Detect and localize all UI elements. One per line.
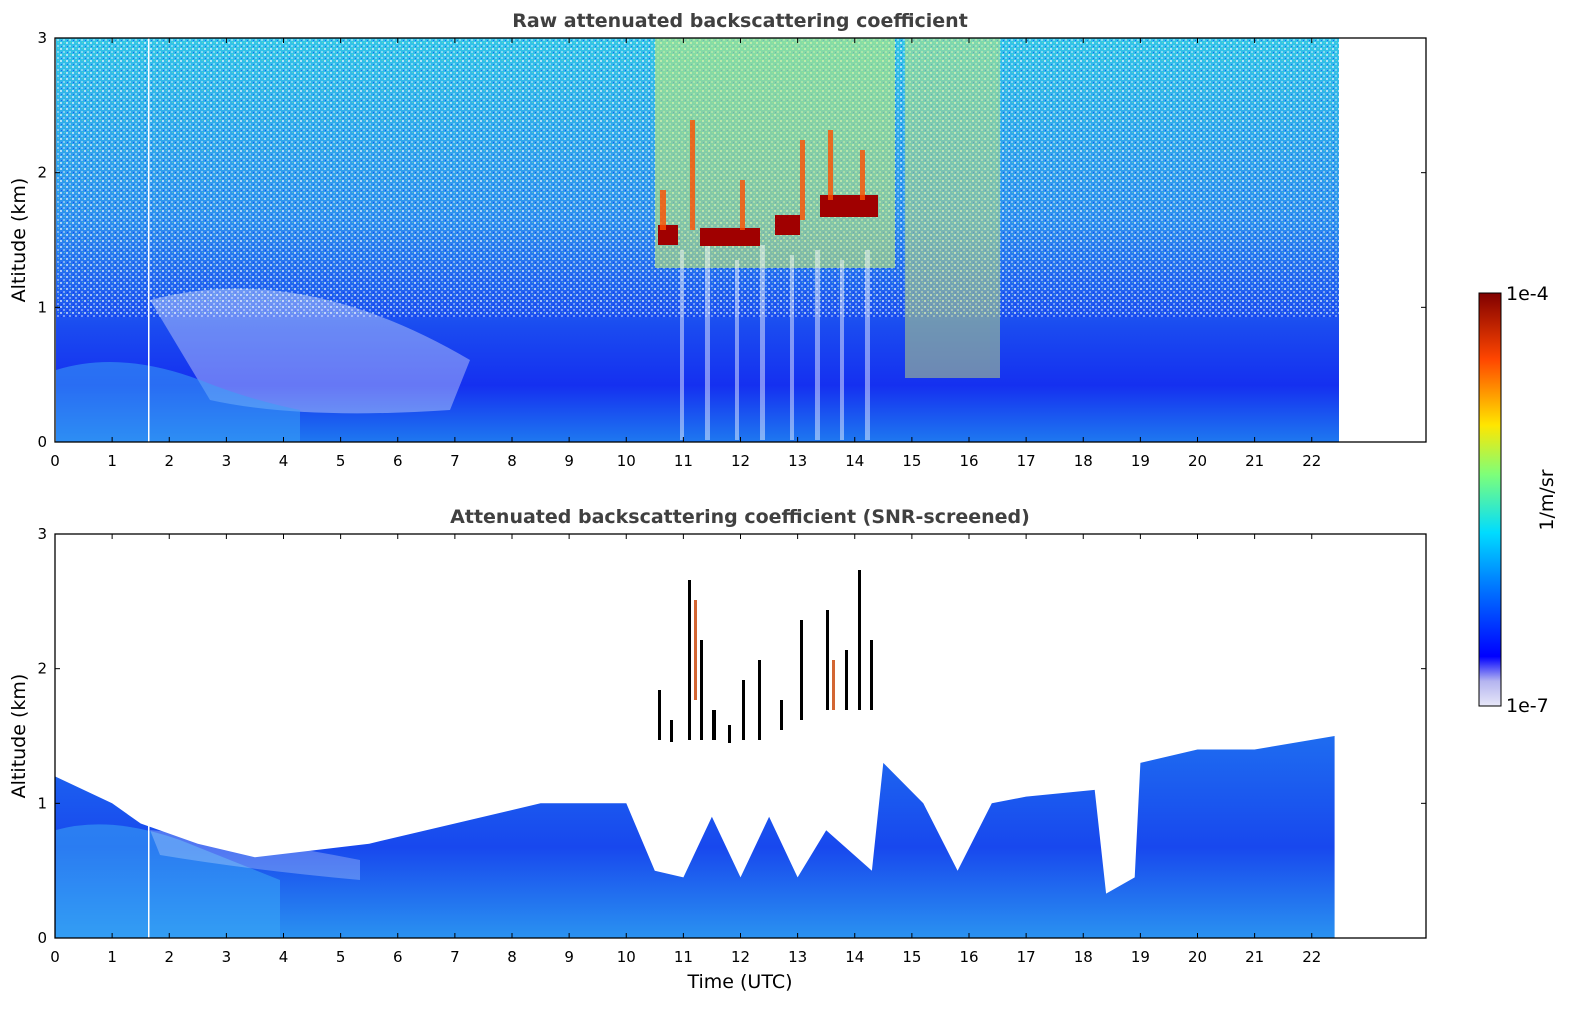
raw-panel-title: Raw attenuated backscattering coefficien… [512, 10, 968, 32]
screened-y-axis: 0 1 2 3 [37, 525, 1426, 947]
screened-x-axis: 0 1 2 3 4 5 6 7 8 9 10 11 12 13 14 15 16 17 18 19 20 21 22 [50, 534, 1321, 966]
screened-x-tick-label: 8 [507, 948, 517, 966]
screened-x-tick-label: 12 [731, 948, 750, 966]
raw-x-axis: 0 1 2 3 4 5 6 7 8 9 10 11 12 13 14 15 16 17 18 19 20 21 22 [50, 38, 1321, 470]
screened-x-tick-label: 18 [1074, 948, 1093, 966]
colorbar: 1e-4 1e-7 1/m/sr [1478, 283, 1558, 717]
colorbar-scale [1478, 292, 1502, 707]
screened-x-tick-label: 17 [1017, 948, 1036, 966]
screened-x-tick-label: 13 [788, 948, 807, 966]
screened-x-tick-label: 14 [845, 948, 864, 966]
raw-x-tick-label: 18 [1074, 452, 1093, 470]
raw-x-tick-label: 21 [1245, 452, 1264, 470]
raw-x-tick-label: 9 [564, 452, 574, 470]
colorbar-max-label: 1e-4 [1506, 283, 1549, 305]
raw-backscatter-panel: Raw attenuated backscattering coefficien… [8, 10, 1427, 470]
raw-x-tick-label: 12 [731, 452, 750, 470]
screened-x-tick-label: 3 [222, 948, 232, 966]
screened-x-tick-label: 5 [336, 948, 346, 966]
raw-x-tick-label: 16 [959, 452, 978, 470]
raw-x-tick-label: 19 [1131, 452, 1150, 470]
screened-x-tick-label: 0 [50, 948, 60, 966]
raw-x-tick-label: 7 [450, 452, 460, 470]
screened-y-tick-label: 3 [37, 525, 47, 543]
screened-x-tick-label: 9 [564, 948, 574, 966]
raw-x-tick-label: 1 [107, 452, 117, 470]
screened-x-tick-label: 1 [107, 948, 117, 966]
screened-x-tick-label: 10 [617, 948, 636, 966]
screened-x-tick-label: 15 [902, 948, 921, 966]
raw-y-tick-label: 0 [37, 433, 47, 451]
raw-heatmap-field [56, 38, 1339, 442]
screened-x-tick-label: 7 [450, 948, 460, 966]
raw-x-tick-label: 20 [1188, 452, 1207, 470]
raw-x-tick-label: 4 [279, 452, 289, 470]
screened-x-tick-label: 11 [674, 948, 693, 966]
screened-x-tick-label: 20 [1188, 948, 1207, 966]
colorbar-unit-label: 1/m/sr [1536, 469, 1558, 530]
raw-x-tick-label: 5 [336, 452, 346, 470]
screened-x-tick-label: 21 [1245, 948, 1264, 966]
screened-x-tick-label: 19 [1131, 948, 1150, 966]
screened-x-tick-label: 16 [959, 948, 978, 966]
time-axis-label: Time (UTC) [686, 971, 792, 993]
raw-y-axis-label: Altitude (km) [8, 178, 30, 303]
raw-x-tick-label: 0 [50, 452, 60, 470]
raw-x-tick-label: 8 [507, 452, 517, 470]
raw-x-tick-label: 17 [1017, 452, 1036, 470]
screened-x-tick-label: 4 [279, 948, 289, 966]
raw-x-tick-label: 2 [164, 452, 174, 470]
snr-screened-panel: Attenuated backscattering coefficient (S… [8, 506, 1427, 993]
raw-y-tick-label: 1 [37, 298, 47, 316]
raw-x-tick-label: 22 [1302, 452, 1321, 470]
raw-y-tick-label: 2 [37, 164, 47, 182]
screened-y-tick-label: 2 [37, 660, 47, 678]
raw-x-tick-label: 13 [788, 452, 807, 470]
screened-x-tick-label: 22 [1302, 948, 1321, 966]
screened-heatmap-field [55, 570, 1335, 938]
screened-y-axis-label: Altitude (km) [8, 674, 30, 799]
raw-y-tick-label: 3 [37, 29, 47, 47]
raw-x-tick-label: 14 [845, 452, 864, 470]
screened-x-tick-label: 2 [164, 948, 174, 966]
raw-x-tick-label: 3 [222, 452, 232, 470]
colorbar-min-label: 1e-7 [1506, 695, 1549, 717]
screened-x-tick-label: 6 [393, 948, 403, 966]
raw-x-tick-label: 10 [617, 452, 636, 470]
raw-x-tick-label: 15 [902, 452, 921, 470]
raw-x-tick-label: 6 [393, 452, 403, 470]
raw-y-axis: 0 1 2 3 [37, 29, 1426, 451]
screened-panel-title: Attenuated backscattering coefficient (S… [450, 506, 1030, 528]
screened-y-tick-label: 1 [37, 794, 47, 812]
screened-y-tick-label: 0 [37, 929, 47, 947]
raw-x-tick-label: 11 [674, 452, 693, 470]
